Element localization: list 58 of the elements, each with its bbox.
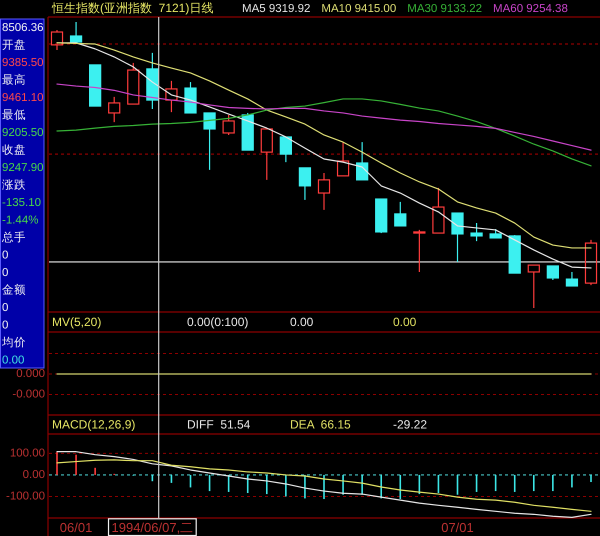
text: 9385.50 (2, 57, 44, 69)
text: 最高 (2, 72, 26, 86)
text: 总手 (1, 230, 26, 244)
chart-title: MACD(12,26,9) (52, 418, 136, 432)
chart-title: 恒生指数(亚洲指数 7121)日线 (51, 1, 214, 15)
candlestick (298, 167, 312, 200)
candlestick (260, 128, 273, 180)
line-series (56, 451, 592, 518)
x-tick-label: 07/01 (441, 520, 474, 534)
x-tick-label: 06/01 (60, 520, 92, 534)
candlestick (432, 187, 445, 234)
y-tick-label: 100.00 (10, 447, 45, 460)
text: 最低 (2, 108, 26, 122)
text: 8506.36 (2, 22, 44, 34)
text: 0.00(0:100) (187, 315, 248, 329)
x-tick-label: 1994/06/07,二 (112, 520, 194, 534)
text: 9461.10 (2, 92, 44, 104)
text: MA60 9254.38 (493, 3, 568, 15)
candlestick (470, 222, 483, 242)
candlestick (394, 201, 406, 227)
text: 0 (2, 267, 8, 279)
text: 9205.50 (2, 127, 44, 139)
text: 0 (2, 302, 8, 314)
y-tick-label: -100.00 (6, 490, 45, 502)
text: 涨跌 (2, 178, 26, 192)
line-series (56, 459, 592, 512)
text: -29.22 (393, 418, 428, 432)
y-tick-label: -0.000 (12, 388, 45, 400)
text: -1.44% (2, 214, 38, 226)
candlestick (203, 112, 216, 170)
candlestick (318, 172, 330, 210)
candlestick (336, 142, 350, 176)
text: 0.00 (2, 354, 24, 366)
text: -135.10 (2, 197, 42, 209)
candlestick (165, 80, 178, 113)
chart-title: MV(5,20) (52, 315, 102, 329)
candlestick (356, 142, 368, 180)
text: 0 (2, 250, 8, 262)
text: 0 (2, 320, 8, 332)
text: DEA 66.15 (290, 418, 352, 432)
text: MA5 9319.92 (242, 3, 310, 15)
text: MA10 9415.00 (321, 3, 396, 15)
text: 均价 (1, 336, 26, 349)
candlestick (528, 264, 540, 309)
candlestick (108, 96, 120, 123)
text: 金额 (2, 282, 26, 296)
candlestick (413, 229, 426, 273)
text: 开盘 (2, 38, 26, 52)
text: 收盘 (2, 144, 26, 156)
y-tick-label: 0.00 (22, 468, 45, 481)
text: MA30 9133.22 (407, 3, 482, 15)
text: 0.00 (290, 315, 314, 329)
candlestick (70, 21, 82, 43)
text: 0.00 (393, 315, 417, 329)
text: DIFF 51.54 (187, 418, 251, 432)
text: 9247.90 (2, 162, 44, 174)
y-tick-label: 0.000 (16, 368, 45, 380)
candlestick (451, 212, 464, 263)
